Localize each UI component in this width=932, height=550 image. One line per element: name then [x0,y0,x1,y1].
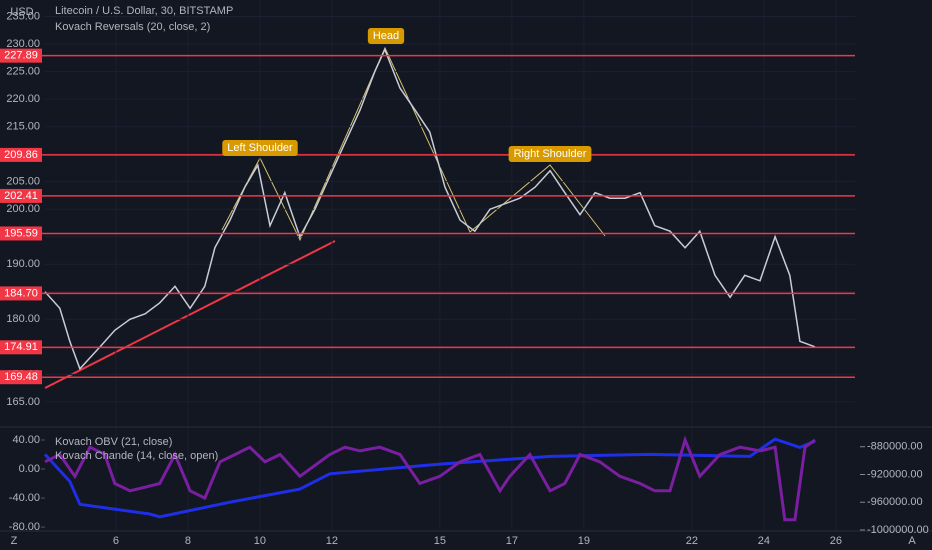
pattern-label: Left Shoulder [227,142,293,154]
symbol-title: Litecoin / U.S. Dollar, 30, BITSTAMP [55,5,233,17]
y-tick-label: 180.00 [6,313,40,325]
series-line [44,47,816,371]
level-label-box [0,48,42,63]
y-tick-label: 230.00 [6,38,40,50]
y2-tick-label: -880000.00 [867,441,923,453]
y2-tick-label: -1000000.00 [867,524,929,536]
series-line [44,435,816,522]
x-tick-label: 24 [758,535,770,547]
x-tick-label: 8 [185,535,191,547]
level-label: 174.91 [4,341,38,353]
timezone-button[interactable]: Z [11,535,18,547]
y-tick-label: 165.00 [6,396,40,408]
level-label: 202.41 [4,190,38,202]
level-label-box [0,226,42,241]
level-label-box [0,147,42,162]
level-label: 209.86 [4,149,38,161]
legend-entry: Kovach Chande (14, close, open) [55,450,218,462]
level-label: 227.89 [4,50,38,62]
x-tick-label: 26 [830,535,842,547]
y-tick-label: -40.00 [9,492,40,504]
y-tick-label: 220.00 [6,93,40,105]
level-label-box [0,188,42,203]
level-label: 195.59 [4,227,38,239]
level-label: 184.70 [4,287,38,299]
y-tick-label: 200.00 [6,203,40,215]
x-tick-label: 6 [113,535,119,547]
y-tick-label: -80.00 [9,521,40,533]
x-tick-label: 10 [254,535,266,547]
unit-label: USD [10,6,33,18]
series-line [43,437,816,519]
pattern-label-box [367,28,405,44]
pattern-label-box [222,140,298,156]
y-tick-label: 190.00 [6,258,40,270]
x-tick-label: 19 [578,535,590,547]
level-label: 169.48 [4,371,38,383]
y-tick-label: 225.00 [6,65,40,77]
x-tick-label: 15 [434,535,446,547]
y2-tick-label: -920000.00 [867,468,923,480]
pattern-label-box [508,146,592,162]
y2-tick-label: -960000.00 [867,496,923,508]
x-tick-label: 12 [326,535,338,547]
y-tick-label: 40.00 [12,434,40,446]
level-label-box [0,286,42,301]
pattern-label: Right Shoulder [514,148,587,160]
auto-scale-button[interactable]: A [908,535,916,547]
y-tick-label: 205.00 [6,176,40,188]
y-tick-label: 215.00 [6,121,40,133]
y-tick-label: 0.00 [19,463,40,475]
y-tick-label: 235.00 [6,10,40,22]
level-label-box [0,340,42,355]
trend-line [44,240,336,389]
x-tick-label: 22 [686,535,698,547]
x-tick-label: 17 [506,535,518,547]
level-label-box [0,370,42,385]
indicator-label: Kovach Reversals (20, close, 2) [55,21,210,33]
pattern-label: Head [373,30,399,42]
legend-entry: Kovach OBV (21, close) [55,436,172,448]
